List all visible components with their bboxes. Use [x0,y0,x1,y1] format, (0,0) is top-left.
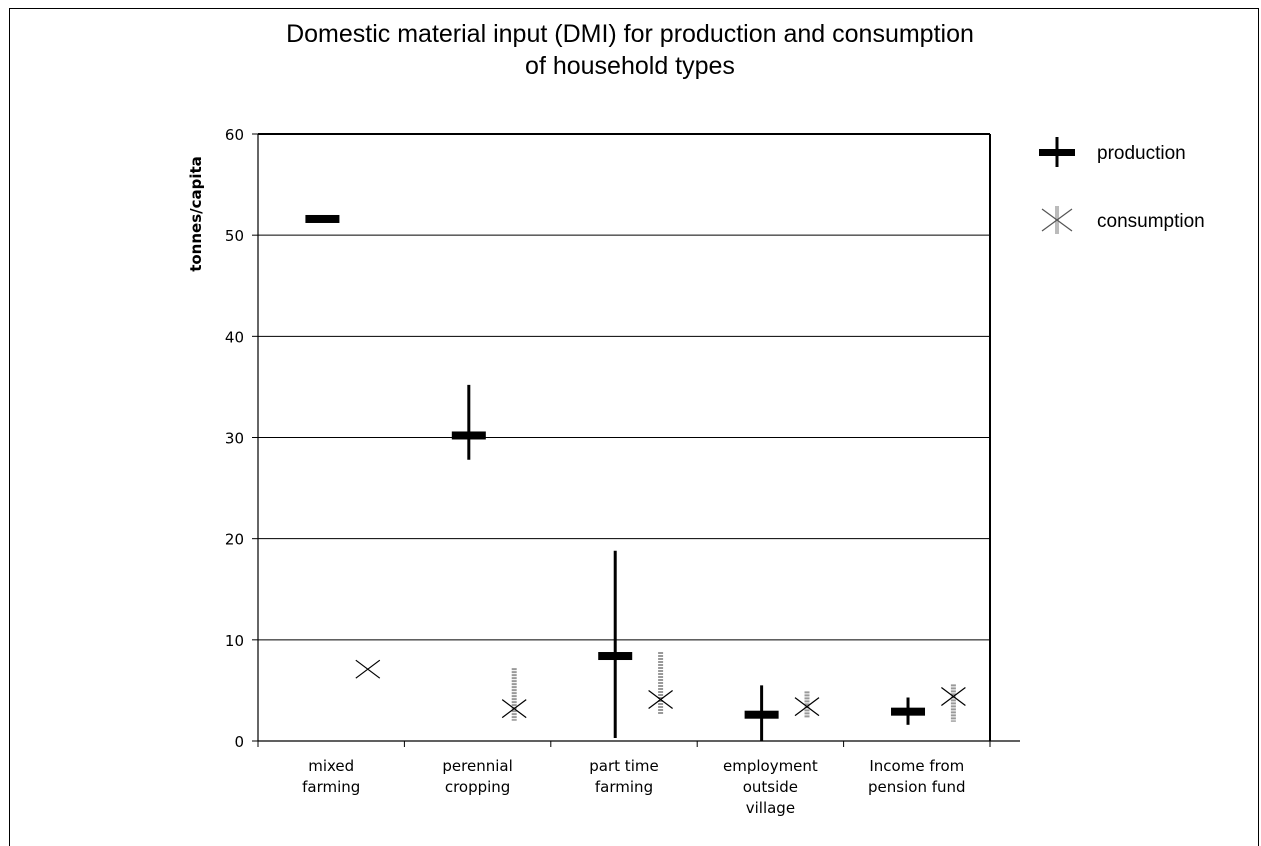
production-marker-2 [598,652,633,661]
x-category-label-1: perennial cropping [442,757,512,796]
chart-title-line-1: Domestic material input (DMI) for produc… [286,20,974,48]
x-category-label-4: Income from pension fund [868,757,966,796]
production-marker-1 [451,431,486,440]
x-category-label-2: part time farming [589,757,658,796]
production-marker-3 [744,710,779,719]
production-marker-4 [891,707,926,716]
y-tick-label-30: 30 [225,430,244,448]
legend-consumption-symbol-x2 [1041,208,1073,232]
y-tick-label-20: 20 [225,531,244,549]
consumption-marker-0 [355,659,381,679]
legend-production-label: production [1097,143,1186,164]
y-tick-label-40: 40 [225,328,244,346]
chart-frame [9,8,1259,846]
legend-consumption-label: consumption [1097,211,1205,232]
y-tick-label-10: 10 [225,632,244,650]
y-tick-label-50: 50 [225,227,244,245]
production-marker-0 [305,214,340,223]
legend-production-symbol-bar [1039,149,1075,156]
y-tick-label-0: 0 [234,733,244,751]
chart-title: Domestic material input (DMI) for produc… [160,18,1100,82]
consumption-marker-4 [941,687,966,706]
consumption-marker-2 [648,690,673,710]
chart-title-line-2: of household types [525,52,735,80]
y-tick-label-60: 60 [225,126,244,144]
consumption-marker-1 [501,699,527,719]
x-category-label-0: mixed farming [302,757,360,796]
x-category-label-3: employment outside village [723,757,818,817]
consumption-marker-3 [794,697,820,717]
